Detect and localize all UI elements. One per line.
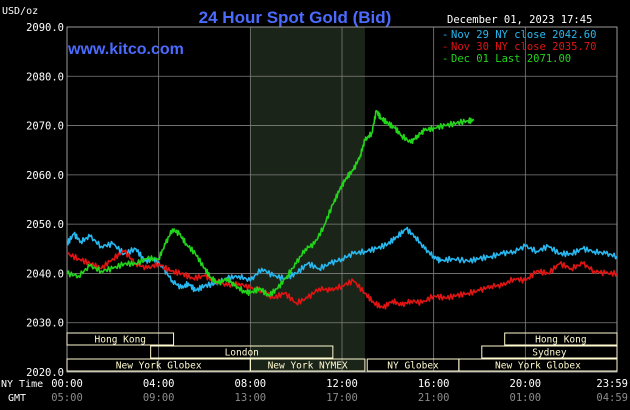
- session-label: NY Globex: [387, 361, 439, 372]
- series-line-nov30: [66, 249, 618, 310]
- market-sessions: Hong Kong Hong Kong London Sydney New York G…: [66, 332, 618, 372]
- x-tick-label-ny: 20:00: [510, 378, 542, 390]
- x-tick-label-gmt: 04:59: [596, 392, 628, 404]
- gmt-row-label: GMT: [8, 393, 26, 404]
- axes: 2020.0 2030.0 2040.0 2050.0 2060.0 2070.0 2080…: [26, 22, 628, 404]
- x-tick-label-gmt: 05:00: [51, 392, 83, 404]
- x-tick-label-ny: 08:00: [235, 378, 267, 390]
- y-tick-label: 2040.0: [26, 268, 64, 280]
- x-tick-label-ny: 16:00: [418, 378, 450, 390]
- legend: Nov 29 NY close 2042.60 Nov 30 NY close …: [442, 29, 596, 65]
- series-line-dec01: [66, 110, 475, 297]
- x-tick-label-gmt: 13:00: [235, 392, 267, 404]
- session-label: Sydney: [532, 348, 567, 359]
- y-unit-label: USD/oz: [2, 6, 38, 17]
- y-tick-label: 2070.0: [26, 121, 64, 133]
- gridlines: [66, 26, 618, 373]
- watermark-text: www.kitco.com: [67, 41, 184, 58]
- session-label: Hong Kong: [535, 335, 586, 346]
- session-label: London: [225, 348, 259, 359]
- session-bar: [150, 345, 334, 359]
- legend-dash-nov30: -: [442, 41, 448, 53]
- x-tick-label-gmt: 17:00: [326, 392, 358, 404]
- y-tick-label: 2080.0: [26, 71, 64, 83]
- session-label: New York NYMEX: [268, 361, 348, 372]
- session-label: New York Globex: [116, 361, 202, 372]
- nymex-session-band: [250, 27, 365, 372]
- x-tick-label-ny: 23:59: [596, 378, 628, 390]
- session-label: New York Globex: [495, 361, 581, 372]
- x-tick-label-gmt: 09:00: [143, 392, 175, 404]
- session-bar: [249, 358, 366, 372]
- session-bar: [66, 332, 175, 346]
- y-tick-label: 2030.0: [26, 318, 64, 330]
- ny-time-row-label: NY Time: [1, 379, 43, 390]
- y-tick-label: 2050.0: [26, 219, 64, 231]
- session-bar: [481, 345, 618, 359]
- session-bar: [458, 358, 618, 372]
- x-tick-label-ny: 04:00: [143, 378, 175, 390]
- legend-nov30: Nov 30 NY close 2035.70: [451, 41, 596, 53]
- timestamp: December 01, 2023 17:45: [447, 14, 592, 26]
- plot-frame: [66, 26, 618, 373]
- legend-dash-nov29: -: [442, 29, 448, 41]
- x-tick-label-gmt: 21:00: [418, 392, 450, 404]
- y-tick-label: 2060.0: [26, 170, 64, 182]
- x-tick-label-gmt: 01:00: [510, 392, 542, 404]
- chart-title: 24 Hour Spot Gold (Bid): [199, 8, 392, 27]
- legend-dash-dec01: -: [442, 53, 448, 65]
- y-tick-label: 2090.0: [26, 22, 64, 34]
- nymex-band-rect: [250, 27, 365, 372]
- session-label: Hong Kong: [95, 335, 146, 346]
- x-tick-label-ny: 00:00: [51, 378, 83, 390]
- y-tick-label: 2020.0: [26, 367, 64, 379]
- legend-dec01: Dec 01 Last 2071.00: [451, 53, 571, 65]
- x-tick-label-ny: 12:00: [326, 378, 358, 390]
- legend-nov29: Nov 29 NY close 2042.60: [451, 29, 596, 41]
- session-bar: [504, 332, 618, 346]
- series-lines: [66, 110, 618, 310]
